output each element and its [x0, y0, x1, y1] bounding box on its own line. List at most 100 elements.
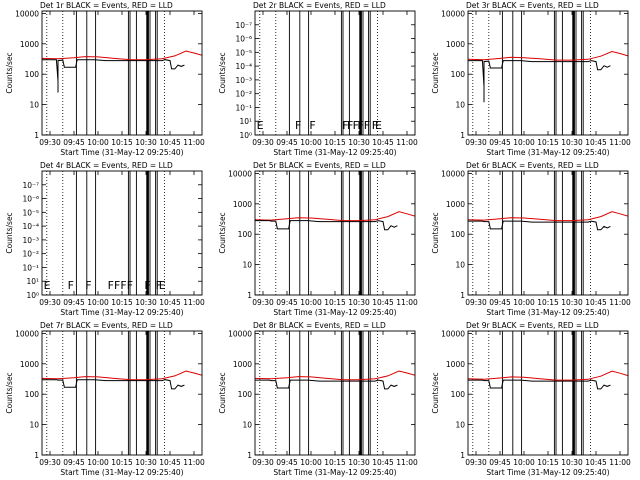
y-tick-label: 1 [460, 451, 465, 460]
y-tick-label: 10⁻¹ [235, 103, 252, 112]
x-tick-label: 11:00 [183, 458, 205, 467]
y-tick-label: 1 [460, 131, 465, 140]
x-tick-label: 09:30 [252, 138, 274, 147]
flag-label: F [114, 279, 120, 292]
x-tick-label: 09:45 [489, 298, 511, 307]
y-tick-label: 10000 [441, 329, 465, 338]
y-tick-label: 1 [247, 451, 252, 460]
y-tick-label: 10 [455, 101, 465, 110]
y-tick-label: 10⁻⁵ [22, 208, 39, 217]
x-tick-label: 10:45 [372, 138, 394, 147]
detector-panel-3r: Det 3r BLACK = Events, RED = LLD 1 10 100 10… [431, 1, 631, 157]
y-tick-label: 100 [451, 390, 466, 399]
y-tick-label: 1 [460, 291, 465, 300]
y-axis-label: Counts/sec [5, 212, 14, 253]
x-tick-label: 09:30 [39, 298, 61, 307]
flag-label: F [127, 279, 133, 292]
flag-label: E [257, 119, 264, 132]
y-tick-label: 10 [29, 101, 39, 110]
detector-panel-1r: Det 1r BLACK = Events, RED = LLD 1 10 100 10… [5, 1, 205, 157]
panel-title: Det 7r BLACK = Events, RED = LLD [40, 321, 173, 330]
plot-frame [467, 330, 629, 456]
y-tick-label: 10¹ [26, 277, 39, 286]
lld-series-line [255, 370, 415, 381]
panel-title: Det 9r BLACK = Events, RED = LLD [466, 321, 599, 330]
x-tick-label: 10:15 [111, 138, 133, 147]
x-tick-label: 09:30 [465, 138, 487, 147]
x-tick-label: 10:15 [324, 138, 346, 147]
x-tick-label: 10:30 [348, 298, 370, 307]
x-tick-label: 09:30 [465, 458, 487, 467]
x-tick-label: 09:45 [63, 138, 85, 147]
lld-series-line [255, 211, 415, 222]
flag-label: E [44, 279, 51, 292]
y-axis-label: Counts/sec [5, 372, 14, 413]
y-axis-label: Counts/sec [218, 212, 227, 253]
y-tick-label: 10⁻⁷ [235, 21, 252, 30]
x-tick-label: 10:45 [372, 298, 394, 307]
y-tick-label: 1 [247, 291, 252, 300]
flag-label: F [120, 279, 126, 292]
y-tick-label: 10000 [228, 169, 252, 178]
x-tick-label: 10:30 [348, 458, 370, 467]
y-tick-label: 1000 [446, 200, 465, 209]
y-tick-label: 1 [34, 451, 39, 460]
events-series-line [468, 60, 611, 103]
y-tick-label: 10000 [228, 329, 252, 338]
y-tick-label: 10 [455, 261, 465, 270]
x-axis-label: Start Time (31-May-12 09:25:40) [273, 468, 396, 477]
x-tick-label: 10:15 [537, 138, 559, 147]
x-tick-label: 09:30 [252, 298, 274, 307]
x-tick-label: 11:00 [609, 458, 631, 467]
x-tick-label: 11:00 [396, 138, 418, 147]
flag-label: F [353, 119, 359, 132]
x-tick-label: 10:45 [159, 298, 181, 307]
x-tick-label: 10:30 [348, 138, 370, 147]
y-tick-label: 10⁻² [235, 90, 252, 99]
x-tick-label: 10:45 [585, 458, 607, 467]
y-tick-label: 10⁻⁵ [235, 48, 252, 57]
events-series-line [468, 220, 611, 231]
x-tick-label: 10:00 [300, 138, 322, 147]
flag-label: F [295, 119, 301, 132]
plot-frame [41, 10, 203, 136]
flag-label: F [342, 119, 348, 132]
y-tick-label: 100 [25, 70, 40, 79]
plot-frame [254, 330, 416, 456]
y-tick-label: 10⁻⁶ [22, 195, 39, 204]
plot-frame [254, 10, 416, 136]
y-tick-label: 10⁰ [26, 291, 39, 300]
y-tick-label: 10000 [15, 9, 39, 18]
detector-panel-9r: Det 9r BLACK = Events, RED = LLD 1 10 100 10… [431, 321, 631, 477]
x-tick-label: 09:30 [39, 138, 61, 147]
flag-label: F [357, 119, 363, 132]
events-series-line [468, 379, 611, 390]
plot-frame [254, 170, 416, 296]
y-axis-label: Counts/sec [5, 52, 14, 93]
x-tick-label: 10:00 [87, 138, 109, 147]
y-tick-label: 100 [451, 70, 466, 79]
x-axis-label: Start Time (31-May-12 09:25:40) [60, 308, 183, 317]
x-tick-label: 09:45 [489, 138, 511, 147]
y-tick-label: 10⁻¹ [22, 263, 39, 272]
y-tick-label: 1000 [233, 200, 252, 209]
x-tick-label: 09:45 [276, 138, 298, 147]
y-tick-label: 10000 [15, 329, 39, 338]
x-axis-label: Start Time (31-May-12 09:25:40) [273, 308, 396, 317]
x-tick-label: 10:00 [300, 458, 322, 467]
y-axis-label: Counts/sec [218, 52, 227, 93]
flag-label: E [159, 279, 166, 292]
flag-label: F [68, 279, 74, 292]
panel-title: Det 8r BLACK = Events, RED = LLD [253, 321, 386, 330]
y-tick-label: 10 [455, 421, 465, 430]
x-tick-label: 10:15 [324, 458, 346, 467]
panel-title: Det 1r BLACK = Events, RED = LLD [40, 1, 173, 10]
flag-label: F [156, 279, 162, 292]
y-tick-label: 10⁻² [22, 250, 39, 259]
x-axis-label: Start Time (31-May-12 09:25:40) [486, 468, 609, 477]
detector-panel-5r: Det 5r BLACK = Events, RED = LLD 1 10 100 10… [218, 161, 418, 317]
y-tick-label: 10⁻³ [235, 76, 252, 85]
